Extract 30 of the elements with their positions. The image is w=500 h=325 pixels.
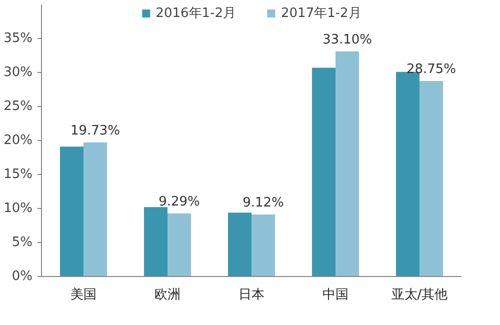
bar bbox=[60, 146, 84, 276]
bar bbox=[228, 212, 252, 276]
legend-label: 2017年1-2月 bbox=[281, 5, 362, 22]
bar bbox=[84, 142, 108, 276]
bar bbox=[336, 51, 360, 276]
y-tick-label: 10% bbox=[4, 201, 33, 216]
y-tick-label: 15% bbox=[4, 167, 33, 182]
data-label: 9.12% bbox=[242, 195, 284, 210]
data-label: 19.73% bbox=[70, 123, 120, 138]
x-tick-label: 日本 bbox=[238, 288, 264, 302]
y-tick-label: 25% bbox=[4, 99, 33, 114]
y-tick-label: 5% bbox=[12, 235, 32, 250]
x-tick-label: 中国 bbox=[322, 288, 348, 302]
bar bbox=[312, 68, 336, 276]
bar bbox=[420, 81, 444, 276]
bar bbox=[396, 72, 420, 276]
bar bbox=[144, 207, 168, 276]
y-tick-label: 20% bbox=[4, 133, 33, 148]
y-tick-label: 35% bbox=[4, 31, 33, 46]
y-tick-label: 30% bbox=[4, 65, 33, 80]
y-tick-label: 0% bbox=[12, 269, 32, 284]
data-label: 28.75% bbox=[406, 62, 456, 77]
data-label: 33.10% bbox=[322, 32, 372, 48]
legend-label: 2016年1-2月 bbox=[156, 5, 236, 22]
x-tick-label: 美国 bbox=[70, 286, 96, 302]
bar bbox=[252, 214, 276, 276]
bar bbox=[168, 213, 192, 276]
x-tick-label: 欧洲 bbox=[154, 288, 180, 302]
x-tick-label: 亚太/其他 bbox=[391, 288, 448, 302]
data-label: 9.29% bbox=[158, 194, 200, 210]
